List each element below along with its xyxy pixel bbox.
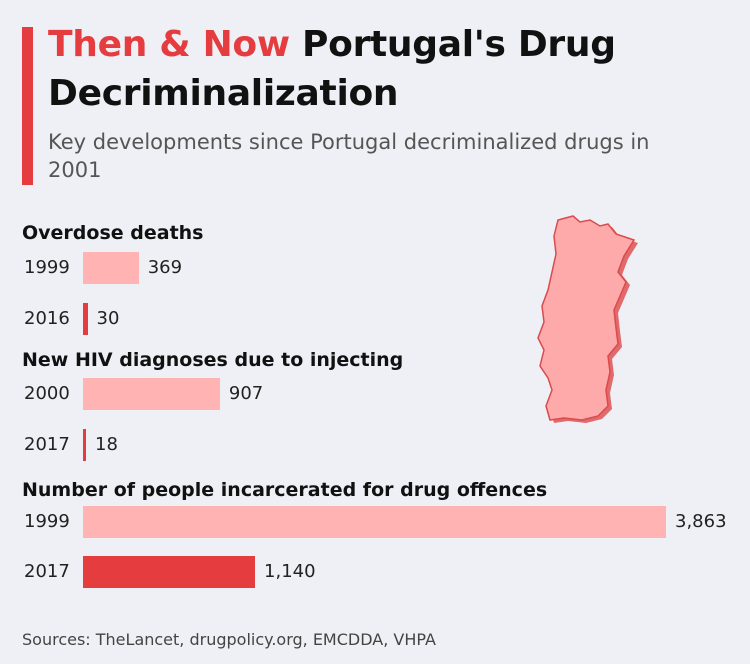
- bar: [83, 252, 139, 284]
- bar: [83, 303, 88, 335]
- portugal-map-icon: [537, 215, 638, 423]
- section-title: Overdose deaths: [22, 222, 204, 244]
- section-title: Number of people incarcerated for drug o…: [22, 479, 548, 501]
- title-highlight: Then & Now: [48, 24, 290, 65]
- bar-value-label: 3,863: [675, 511, 727, 532]
- bar-year-label: 1999: [24, 511, 70, 532]
- bar-value-label: 1,140: [264, 561, 316, 582]
- sources-note: Sources: TheLancet, drugpolicy.org, EMCD…: [22, 630, 436, 649]
- bar-value-label: 907: [228, 383, 264, 404]
- bar: [83, 378, 220, 410]
- bar-year-label: 2016: [24, 308, 70, 329]
- page-title: Then & Now Portugal's Drug Decriminaliza…: [48, 20, 738, 118]
- bar: [83, 506, 666, 538]
- bar: [83, 429, 86, 461]
- bar-value-label: 30: [96, 308, 120, 329]
- title-accent-bar: [22, 27, 33, 185]
- bar-year-label: 2017: [24, 561, 70, 582]
- bar: [83, 556, 256, 588]
- section-title: New HIV diagnoses due to injecting: [22, 349, 404, 371]
- bar-year-label: 1999: [24, 257, 70, 278]
- bar-year-label: 2017: [24, 434, 70, 455]
- bar-value-label: 369: [147, 257, 183, 278]
- bar-year-label: 2000: [24, 383, 70, 404]
- bar-value-label: 18: [95, 434, 118, 455]
- page-subtitle: Key developments since Portugal decrimin…: [48, 130, 650, 182]
- title-rest: Portugal's Drug Decriminalization: [48, 24, 616, 114]
